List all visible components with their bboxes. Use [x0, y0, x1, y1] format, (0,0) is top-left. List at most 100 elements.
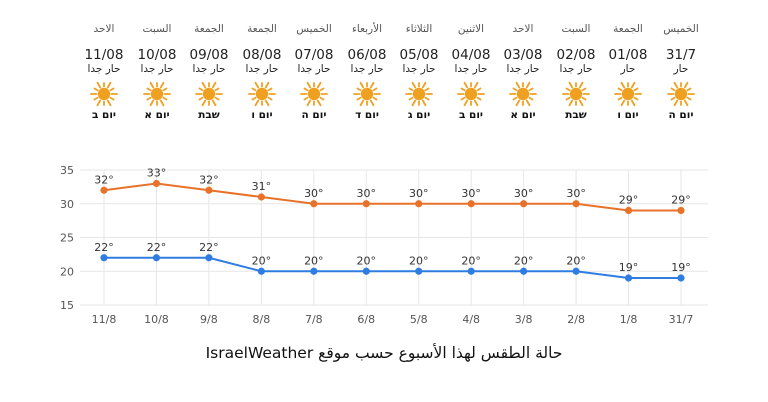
data-label-high: 30°	[409, 187, 429, 200]
data-label-high: 29°	[619, 194, 639, 207]
sun-icon	[405, 81, 433, 107]
day-condition: حار جدا	[350, 63, 384, 75]
day-column: الجمعة 01/08 حار יום ו	[602, 22, 654, 122]
data-label-high: 30°	[461, 187, 481, 200]
day-column: الاحد 11/08 حار جدا יום ב	[78, 22, 130, 122]
x-tick-label: 6/8	[357, 313, 375, 325]
day-column: الأربعاء 06/08 حار جدا יום ד	[341, 22, 393, 122]
hebrew-day-label: יום א	[510, 109, 536, 121]
data-point-low	[152, 254, 161, 262]
day-date: 01/08	[608, 47, 648, 63]
data-label-low: 20°	[409, 254, 429, 267]
day-column: السبت 10/08 حار جدا יום א	[131, 22, 183, 122]
day-name: الجمعة	[194, 23, 224, 35]
data-label-low: 22°	[94, 241, 114, 254]
data-point-low	[677, 274, 685, 282]
data-label-low: 20°	[357, 254, 377, 267]
data-label-high: 30°	[357, 187, 377, 200]
day-name: الجمعة	[613, 23, 643, 35]
day-condition: حار جدا	[192, 63, 226, 75]
data-label-low: 20°	[566, 254, 586, 267]
data-point-low	[205, 254, 213, 262]
data-label-high: 30°	[514, 187, 534, 200]
data-point-low	[572, 267, 580, 275]
day-column: الاثنين 04/08 حار جدا יום ב	[445, 22, 497, 122]
day-date: 08/08	[242, 47, 282, 63]
data-point-low	[257, 267, 265, 275]
day-column: الخميس 31/7 حار יום ה	[655, 22, 707, 122]
hebrew-day-label: יום ו	[617, 109, 639, 121]
data-point-high	[362, 200, 370, 208]
y-tick-label: 20	[60, 265, 74, 278]
day-date: 04/08	[451, 47, 491, 63]
hebrew-day-label: יום ג	[407, 109, 431, 121]
data-point-low	[310, 267, 318, 275]
data-label-high: 32°	[94, 173, 114, 186]
sun-icon	[90, 81, 118, 107]
hebrew-day-label: שבת	[565, 109, 587, 121]
day-condition: حار جدا	[297, 63, 331, 75]
y-tick-label: 30	[60, 198, 74, 211]
x-tick-label: 10/8	[144, 313, 169, 325]
day-date: 31/7	[665, 47, 697, 63]
day-name: الاثنين	[457, 23, 485, 35]
day-name: السبت	[561, 23, 591, 35]
data-label-high: 31°	[252, 180, 272, 193]
hebrew-day-label: יום ב	[458, 109, 484, 121]
day-column: الجمعة 08/08 حار جدا יום ו	[236, 22, 288, 122]
data-point-high	[467, 200, 475, 208]
data-label-high: 30°	[304, 187, 324, 200]
day-condition: حار جدا	[245, 63, 279, 75]
data-label-high: 32°	[199, 173, 219, 186]
day-name: السبت	[142, 23, 172, 35]
day-name: الاحد	[93, 23, 115, 35]
data-label-high: 33°	[147, 167, 167, 180]
sun-icon	[300, 81, 328, 107]
hebrew-day-label: יום ו	[251, 109, 273, 121]
day-name: الخميس	[296, 23, 332, 35]
day-date: 05/08	[399, 47, 439, 63]
hebrew-day-label: שבת	[198, 109, 220, 121]
day-condition: حار	[620, 63, 636, 75]
y-tick-label: 15	[60, 299, 74, 312]
day-name: الجمعة	[247, 23, 277, 35]
day-condition: حار جدا	[402, 63, 436, 75]
data-point-low	[100, 254, 108, 262]
day-condition: حار جدا	[140, 63, 174, 75]
hebrew-day-label: יום ה	[301, 109, 327, 121]
data-label-low: 22°	[147, 241, 167, 254]
x-tick-label: 3/8	[515, 313, 533, 325]
sun-icon	[509, 81, 537, 107]
data-label-low: 22°	[199, 241, 219, 254]
day-name: الخميس	[663, 23, 699, 35]
data-point-low	[520, 267, 528, 275]
sun-icon	[614, 81, 642, 107]
day-name: الأربعاء	[351, 23, 383, 35]
hebrew-day-label: יום ה	[668, 109, 694, 121]
data-point-high	[415, 200, 423, 208]
temperature-chart: 15 20 25 30 35 11/8 10/8 9/8 8/8 7/8 6/8 5/8 4/8 3/8 2…	[60, 164, 708, 325]
data-point-high	[100, 186, 108, 194]
sun-icon	[667, 81, 695, 107]
x-tick-label: 1/8	[620, 313, 638, 325]
data-point-high	[152, 179, 161, 188]
data-point-low	[624, 274, 633, 282]
day-name: الاحد	[512, 23, 534, 35]
chart-caption: حالة الطقس لهذا الأسبوع حسب موقع IsraelW…	[205, 344, 563, 362]
data-point-low	[415, 267, 423, 275]
x-tick-label: 2/8	[567, 313, 585, 325]
hebrew-day-label: יום ד	[355, 109, 379, 121]
day-date: 02/08	[556, 47, 596, 63]
y-tick-label: 25	[60, 232, 74, 245]
day-condition: حار جدا	[454, 63, 488, 75]
data-label-low: 20°	[304, 254, 324, 267]
data-point-high	[624, 206, 633, 215]
day-date: 07/08	[294, 47, 334, 63]
y-tick-label: 35	[60, 164, 74, 177]
data-label-high: 29°	[671, 194, 691, 207]
x-tick-label: 11/8	[92, 313, 117, 325]
x-tick-label: 5/8	[410, 313, 428, 325]
sun-icon	[562, 81, 590, 107]
sun-icon	[248, 81, 276, 107]
day-column: الاحد 03/08 حار جدا יום א	[497, 22, 549, 122]
